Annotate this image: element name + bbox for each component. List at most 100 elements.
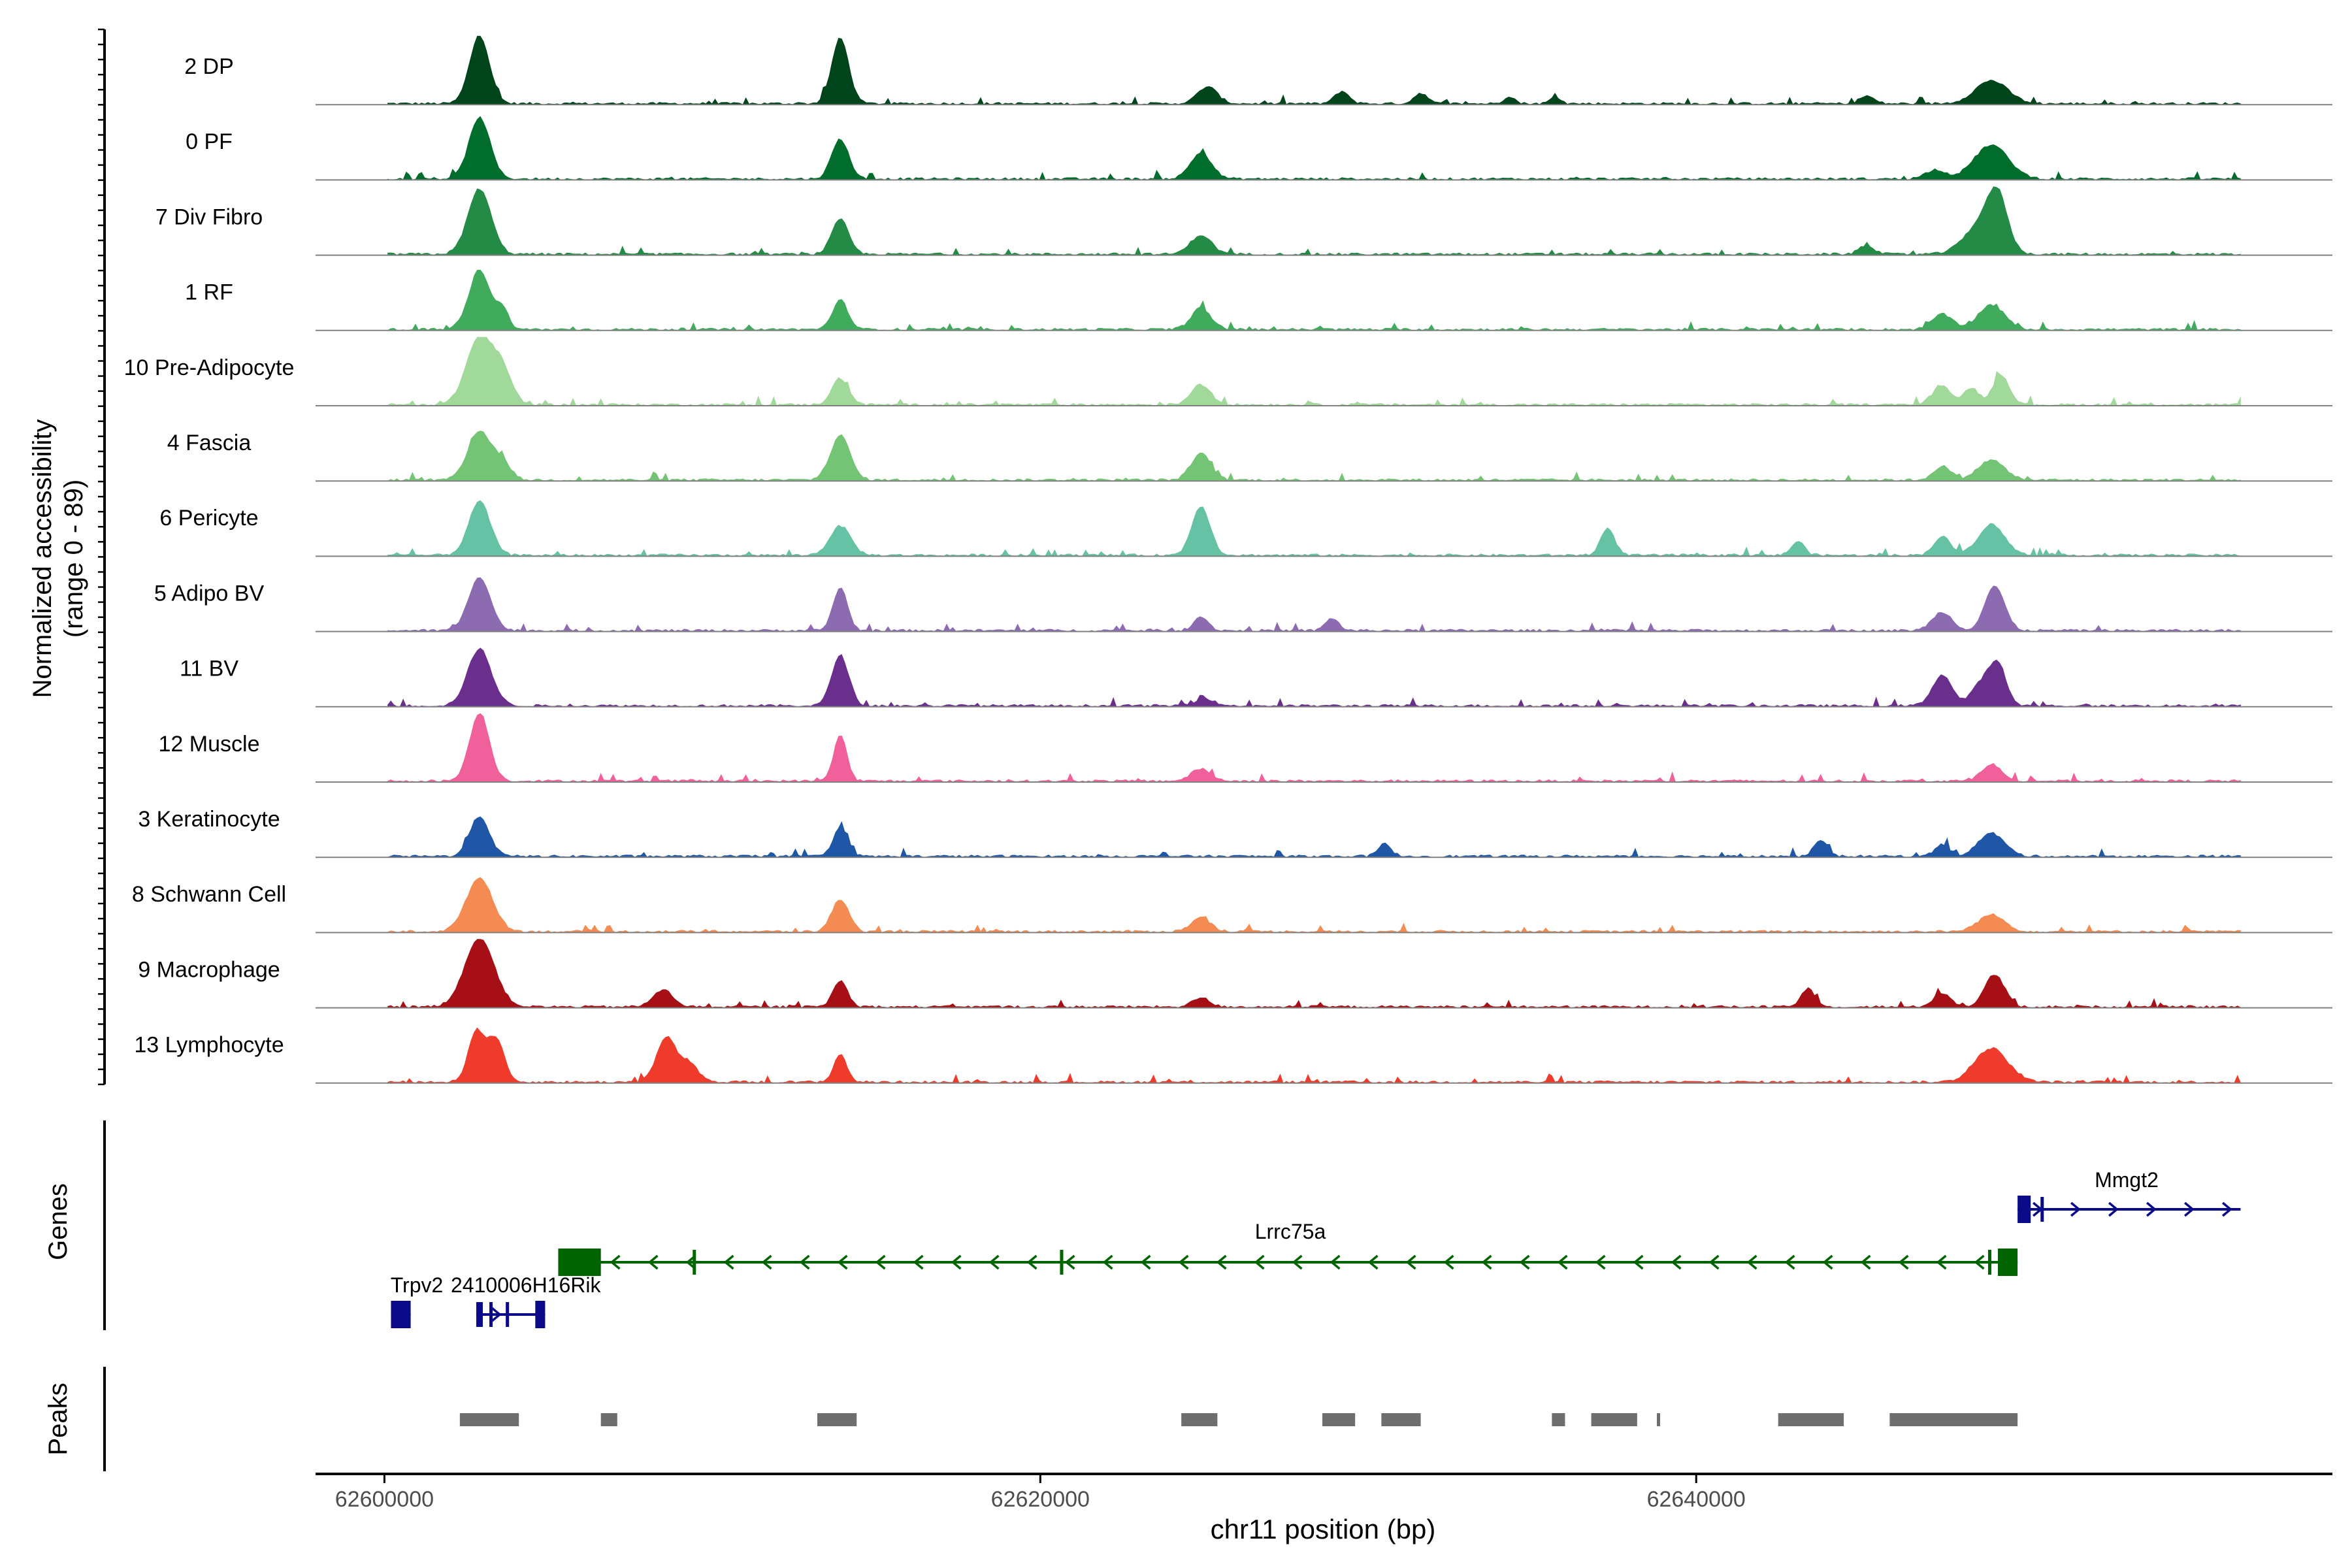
track-label: 4 Fascia	[167, 431, 252, 455]
peak-region	[1889, 1413, 2018, 1426]
x-tick-label: 62640000	[1647, 1487, 1746, 1512]
gene-label: Lrrc75a	[1255, 1220, 1326, 1243]
peak-region	[1322, 1413, 1356, 1426]
strand-arrow	[1102, 1254, 1113, 1270]
track-label: 9 Macrophage	[138, 957, 280, 982]
coverage-area	[387, 713, 2241, 783]
strand-arrow	[2070, 1201, 2081, 1217]
strand-arrow	[1746, 1254, 1757, 1270]
strand-arrow	[1216, 1254, 1227, 1270]
coverage-tracks: 2 DP 0 PF 7 Div Fibro 1 RF 10 Pre-Adipocyte 4…	[124, 35, 2332, 1084]
coverage-area	[387, 939, 2241, 1008]
track-label: 1 RF	[185, 280, 233, 305]
coverage-y-axis	[98, 28, 106, 1086]
peak-region	[1656, 1413, 1660, 1426]
track-2-dp: 2 DP	[184, 35, 2332, 106]
strand-arrow	[837, 1254, 848, 1270]
strand-arrow	[1292, 1254, 1303, 1270]
peak-region	[1181, 1413, 1218, 1426]
track-0-pf: 0 PF	[186, 116, 2332, 181]
gene-exon	[2017, 1196, 2031, 1223]
gene-label: Mmgt2	[2095, 1168, 2159, 1192]
strand-arrow	[2222, 1201, 2232, 1217]
strand-arrow	[1936, 1254, 1947, 1270]
strand-arrow	[1557, 1254, 1568, 1270]
peak-region	[459, 1413, 519, 1426]
strand-arrow	[647, 1254, 659, 1270]
strand-arrow	[1822, 1254, 1833, 1270]
strand-arrow	[1367, 1254, 1379, 1270]
peak-region	[1552, 1413, 1565, 1426]
coverage-area	[387, 186, 2241, 255]
strand-arrow	[1671, 1254, 1682, 1270]
strand-arrow	[1026, 1254, 1037, 1270]
strand-arrow	[1330, 1254, 1341, 1270]
gene-exon	[489, 1302, 493, 1327]
strand-arrow	[1481, 1254, 1492, 1270]
gene-lrrc75a: Lrrc75a	[558, 1220, 2018, 1276]
track-label: 6 Pericyte	[159, 506, 258, 531]
strand-arrow	[610, 1254, 621, 1270]
strand-arrow	[1178, 1254, 1189, 1270]
strand-arrow	[1860, 1254, 1871, 1270]
track-label: 5 Adipo BV	[154, 581, 265, 606]
peaks-track-label: Peaks	[44, 1382, 73, 1455]
gene-trpv2: Trpv2	[391, 1273, 444, 1328]
strand-arrow	[723, 1254, 734, 1270]
strand-arrow	[1443, 1254, 1454, 1270]
peak-region	[817, 1413, 857, 1426]
coverage-area	[387, 116, 2241, 180]
strand-arrow	[1254, 1254, 1265, 1270]
track-label: 11 BV	[180, 657, 238, 681]
gene-label: 2410006H16Rik	[451, 1273, 602, 1297]
coverage-area	[387, 35, 2241, 105]
gene-exon	[693, 1250, 696, 1275]
coverage-area	[387, 500, 2241, 557]
track-9-macrophage: 9 Macrophage	[138, 939, 2332, 1009]
strand-arrow	[1898, 1254, 1909, 1270]
strand-arrow	[2146, 1201, 2157, 1217]
gene-exon	[391, 1301, 411, 1328]
coverage-area	[387, 647, 2241, 708]
coverage-area	[387, 577, 2241, 632]
track-7-div-fibro: 7 Div Fibro	[155, 186, 2332, 256]
peak-region	[1778, 1413, 1844, 1426]
track-12-muscle: 12 Muscle	[159, 713, 2332, 783]
track-4-fascia: 4 Fascia	[167, 431, 2332, 482]
strand-arrow	[1633, 1254, 1644, 1270]
strand-arrow	[2108, 1201, 2119, 1217]
x-axis: chr11 position (bp) 62600000 62620000 6264…	[316, 1473, 2332, 1544]
track-13-lymphocyte: 13 Lymphocyte	[134, 1027, 2332, 1084]
strand-arrow	[951, 1254, 962, 1270]
gene-exon	[2040, 1197, 2044, 1222]
strand-arrow	[875, 1254, 886, 1270]
coverage-area	[387, 816, 2241, 858]
strand-arrow	[988, 1254, 1000, 1270]
track-1-rf: 1 RF	[185, 269, 2332, 331]
track-8-schwann-cell: 8 Schwann Cell	[132, 877, 2332, 934]
coverage-area	[387, 269, 2241, 331]
peak-region	[600, 1413, 617, 1426]
strand-arrow	[1595, 1254, 1606, 1270]
track-label: 3 Keratinocyte	[138, 807, 280, 832]
strand-arrow	[2184, 1201, 2195, 1217]
gene-label: Trpv2	[391, 1273, 444, 1297]
strand-arrow	[1519, 1254, 1530, 1270]
track-10-pre-adipocyte: 10 Pre-Adipocyte	[124, 336, 2332, 406]
y-axis-label: Normalized accessibility	[28, 419, 57, 698]
track-label: 2 DP	[184, 54, 234, 79]
x-tick-label: 62600000	[335, 1487, 434, 1512]
coverage-area	[387, 877, 2241, 933]
strand-arrow	[799, 1254, 810, 1270]
strand-arrow	[1405, 1254, 1416, 1270]
track-6-pericyte: 6 Pericyte	[159, 500, 2332, 557]
y-axis-range-label: (range 0 - 89)	[59, 480, 88, 638]
coverage-area	[387, 336, 2241, 406]
track-3-keratinocyte: 3 Keratinocyte	[138, 807, 2332, 858]
coverage-area	[387, 431, 2241, 482]
gene-exon	[506, 1302, 510, 1327]
gene-mmgt2: Mmgt2	[2017, 1168, 2241, 1223]
strand-arrow	[1064, 1254, 1075, 1270]
strand-arrow	[1784, 1254, 1795, 1270]
